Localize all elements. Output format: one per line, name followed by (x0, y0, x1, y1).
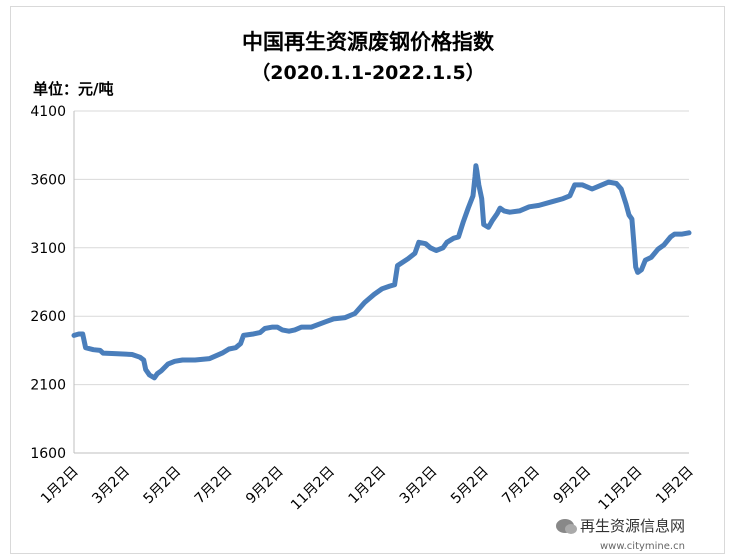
price-index-line (71, 163, 692, 381)
x-tick-label: 9月2日 (551, 463, 595, 507)
y-axis-unit-label: 单位：元/吨 (33, 80, 114, 98)
x-tick-label: 1月2日 (346, 463, 390, 507)
x-tick-label: 3月2日 (89, 463, 133, 507)
x-tick-label: 1月2日 (653, 463, 697, 507)
x-tick-label: 5月2日 (448, 463, 492, 507)
x-tick-label: 7月2日 (192, 463, 236, 507)
x-tick-label: 1月2日 (38, 463, 82, 507)
watermark: 再生资源信息网 (556, 515, 685, 536)
y-tick-label: 3600 (30, 172, 66, 188)
x-tick-label: 9月2日 (243, 463, 287, 507)
x-tick-label: 11月2日 (288, 463, 338, 513)
x-tick-label: 11月2日 (595, 463, 645, 513)
x-tick-label: 3月2日 (397, 463, 441, 507)
y-tick-label: 4100 (30, 104, 66, 120)
y-tick-label: 2600 (30, 309, 66, 325)
chart-subtitle: （2020.1.1-2022.1.5） (251, 62, 485, 84)
x-tick-label: 7月2日 (499, 463, 543, 507)
x-tick-label: 5月2日 (141, 463, 185, 507)
chart-title: 中国再生资源废钢价格指数 (242, 30, 494, 54)
y-tick-label: 1600 (30, 446, 66, 462)
watermark-text: 再生资源信息网 (580, 517, 686, 535)
chart-frame (10, 6, 725, 554)
wechat-icon (556, 518, 577, 534)
watermark-url: www.citymine.cn (600, 541, 685, 552)
y-tick-label: 2100 (30, 378, 66, 394)
y-tick-label: 3100 (30, 241, 66, 257)
